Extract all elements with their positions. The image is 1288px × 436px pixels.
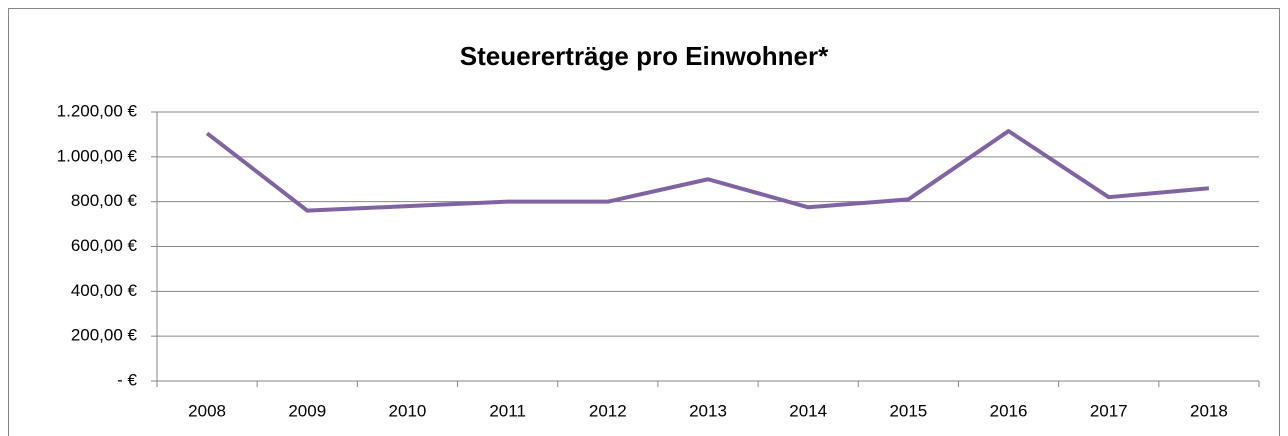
x-tick-label: 2014 [789, 401, 827, 420]
y-tick-label: 1.200,00 € [57, 101, 138, 120]
x-tick-label: 2011 [489, 401, 526, 420]
x-tick-label: 2009 [288, 401, 326, 420]
chart-title: Steuererträge pro Einwohner* [460, 41, 829, 71]
x-tick-label: 2018 [1190, 401, 1228, 420]
chart-border [8, 8, 1280, 436]
y-tick-label: 800,00 € [71, 191, 138, 210]
x-tick-label: 2012 [589, 401, 627, 420]
y-tick-label: 400,00 € [71, 281, 138, 300]
x-tick-label: 2015 [889, 401, 927, 420]
y-tick-label: 600,00 € [71, 236, 138, 255]
y-tick-label: 200,00 € [71, 326, 138, 345]
x-tick-label: 2010 [389, 401, 427, 420]
x-tick-label: 2017 [1090, 401, 1128, 420]
x-tick-label: 2013 [689, 401, 727, 420]
x-tick-label: 2016 [990, 401, 1028, 420]
y-tick-label: 1.000,00 € [57, 146, 138, 165]
line [205, 129, 1210, 213]
x-tick-label: 2008 [188, 401, 226, 420]
y-tick-label: - € [117, 370, 137, 389]
